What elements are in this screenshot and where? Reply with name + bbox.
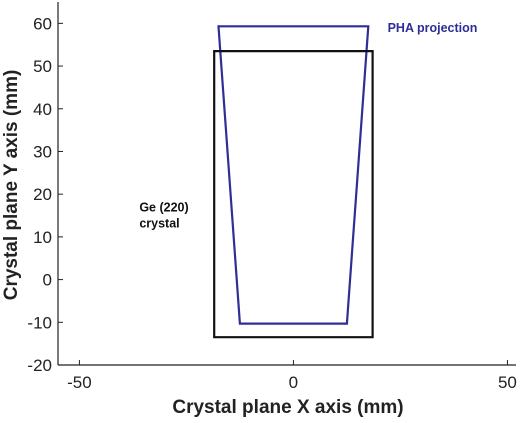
chart-marks: PHA projection Ge (220) crystal	[139, 21, 478, 339]
axes: -20 -10 0 10 20 30 40 50 60 -50 0 50	[27, 2, 517, 392]
y-tick-label: 40	[33, 100, 52, 119]
y-axis-title: Crystal plane Y axis (mm)	[1, 70, 22, 301]
series-0-outline	[217, 25, 370, 325]
y-tick-label: 20	[33, 185, 52, 204]
y-tick-label: 30	[33, 142, 52, 161]
x-axis-title: Crystal plane X axis (mm)	[172, 397, 403, 418]
y-tick-label: 60	[33, 14, 52, 33]
x-tick-label: -50	[67, 373, 92, 392]
y-tick-label: -10	[27, 313, 52, 332]
series-1-outline	[213, 49, 374, 339]
x-tick-label: 0	[289, 373, 298, 392]
x-tick-label: 50	[498, 373, 517, 392]
annotation-2: crystal	[139, 216, 179, 230]
annotation-0: PHA projection	[388, 21, 478, 35]
annotation-1: Ge (220)	[139, 200, 188, 214]
y-tick-label: -20	[27, 356, 52, 375]
y-tick-label: 10	[33, 228, 52, 247]
y-tick-label: 50	[33, 57, 52, 76]
y-tick-label: 0	[43, 271, 52, 290]
